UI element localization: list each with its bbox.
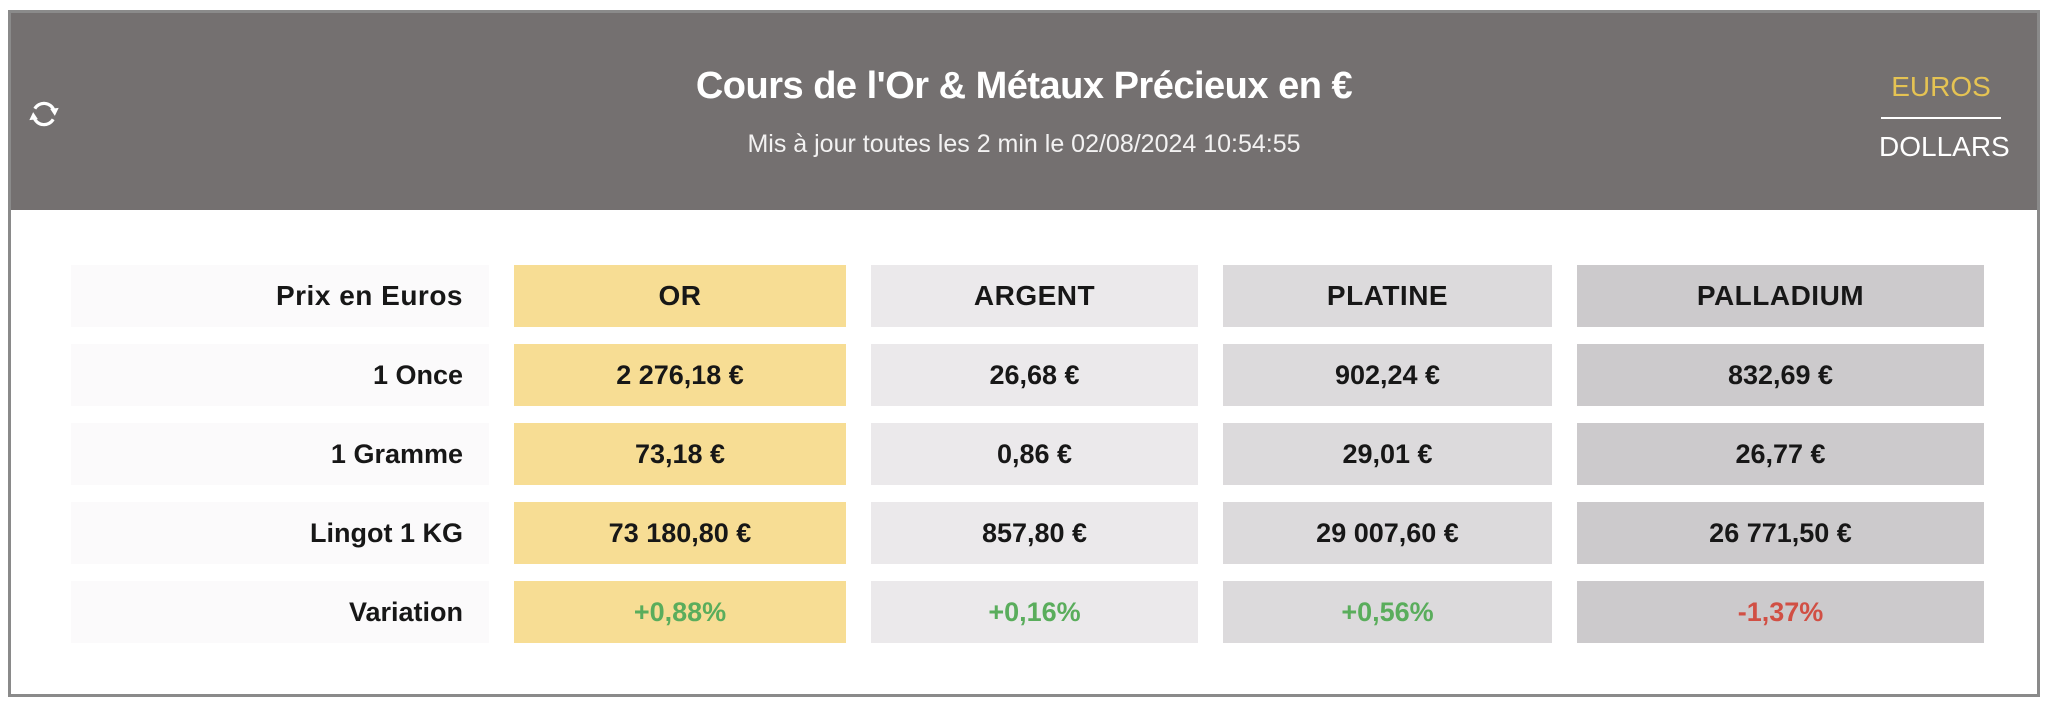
price-gramme-platine: 29,01 € [1223,423,1552,485]
last-updated-text: Mis à jour toutes les 2 min le 02/08/202… [747,129,1301,158]
price-lingot-palladium: 26 771,50 € [1577,502,1984,564]
refresh-sync-icon [27,97,65,131]
column-header-platine: PLATINE [1223,265,1552,327]
variation-platine: +0,56% [1223,581,1552,643]
currency-option-dollars[interactable]: DOLLARS [1879,131,2010,162]
column-header-palladium: PALLADIUM [1577,265,1984,327]
precious-metals-widget: Cours de l'Or & Métaux Précieux en € Mis… [8,10,2040,697]
price-once-palladium: 832,69 € [1577,344,1984,406]
price-once-argent: 26,68 € [871,344,1198,406]
price-table: Prix en Euros OR ARGENT PLATINE PALLADIU… [11,210,2037,643]
refresh-button[interactable] [27,95,65,133]
price-gramme-palladium: 26,77 € [1577,423,1984,485]
column-header-or: OR [514,265,846,327]
variation-or: +0,88% [514,581,846,643]
row-label-once: 1 Once [71,344,489,406]
variation-argent: +0,16% [871,581,1198,643]
row-label-gramme: 1 Gramme [71,423,489,485]
page-title: Cours de l'Or & Métaux Précieux en € [695,64,1353,107]
price-lingot-or: 73 180,80 € [514,502,846,564]
widget-header: Cours de l'Or & Métaux Précieux en € Mis… [11,13,2037,210]
price-gramme-or: 73,18 € [514,423,846,485]
row-label-variation: Variation [71,581,489,643]
row-label-lingot: Lingot 1 KG [71,502,489,564]
price-lingot-platine: 29 007,60 € [1223,502,1552,564]
variation-palladium: -1,37% [1577,581,1984,643]
currency-option-euros[interactable]: EUROS [1891,71,1991,102]
table-corner-label: Prix en Euros [71,265,489,327]
currency-divider [1881,117,2001,119]
currency-toggle: EUROS DOLLARS [1879,71,2010,163]
price-once-platine: 902,24 € [1223,344,1552,406]
column-header-argent: ARGENT [871,265,1198,327]
price-once-or: 2 276,18 € [514,344,846,406]
price-lingot-argent: 857,80 € [871,502,1198,564]
price-gramme-argent: 0,86 € [871,423,1198,485]
